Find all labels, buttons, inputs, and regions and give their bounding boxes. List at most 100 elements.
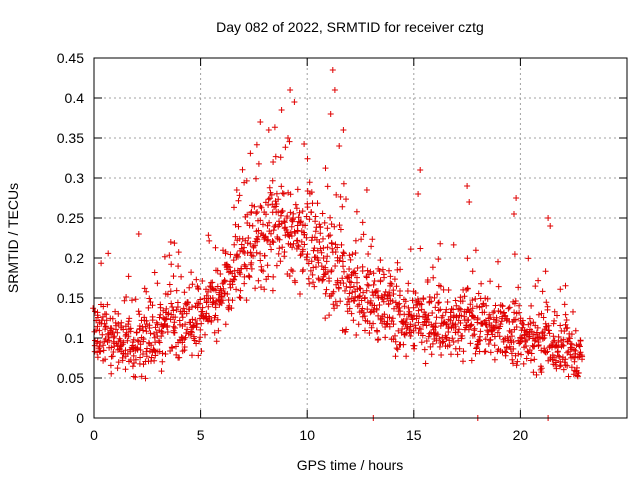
data-point xyxy=(407,323,414,330)
data-point xyxy=(437,306,444,313)
data-point xyxy=(189,316,196,323)
data-point xyxy=(360,289,367,296)
data-point xyxy=(487,337,493,344)
data-point xyxy=(556,353,563,360)
data-point xyxy=(118,319,125,326)
data-point xyxy=(212,312,219,319)
data-point xyxy=(311,283,318,290)
y-tick-label: 0.25 xyxy=(57,210,84,226)
data-point xyxy=(564,324,571,331)
data-point xyxy=(370,320,377,327)
data-point xyxy=(551,354,558,361)
data-point xyxy=(241,280,248,287)
data-point xyxy=(135,231,142,237)
data-point xyxy=(129,363,136,370)
data-point xyxy=(359,263,366,270)
data-point xyxy=(291,277,298,284)
data-point xyxy=(270,227,277,234)
data-point xyxy=(436,299,442,306)
data-point xyxy=(301,141,308,147)
data-point xyxy=(450,241,457,248)
data-point xyxy=(183,330,190,336)
data-point xyxy=(294,237,301,244)
data-point xyxy=(348,279,355,286)
data-point xyxy=(455,337,462,344)
data-point xyxy=(445,287,452,293)
data-point xyxy=(269,177,276,184)
data-point xyxy=(100,347,107,354)
data-point xyxy=(361,295,368,302)
data-point xyxy=(354,274,360,281)
data-point xyxy=(297,219,304,226)
data-point xyxy=(171,319,178,326)
data-point xyxy=(340,249,347,256)
data-point xyxy=(571,358,578,365)
y-tick-label: 0.4 xyxy=(65,90,85,106)
data-point xyxy=(345,274,352,281)
data-point xyxy=(429,310,436,316)
data-point xyxy=(198,348,205,355)
data-point xyxy=(366,271,372,278)
data-point xyxy=(170,323,177,330)
data-point xyxy=(248,265,255,272)
data-point xyxy=(393,283,400,290)
data-point xyxy=(233,252,240,259)
data-point xyxy=(476,336,482,343)
data-point xyxy=(506,327,513,334)
data-point xyxy=(400,341,407,348)
data-point xyxy=(284,213,291,220)
data-point xyxy=(367,268,374,275)
data-point xyxy=(278,107,285,113)
data-point xyxy=(511,251,518,258)
data-point xyxy=(229,281,236,288)
data-point xyxy=(303,234,310,241)
data-point xyxy=(468,321,475,328)
data-point xyxy=(169,304,176,310)
data-point xyxy=(368,243,375,250)
y-tick-label: 0.45 xyxy=(57,50,84,66)
data-point xyxy=(297,291,303,297)
data-point xyxy=(287,209,294,216)
data-point xyxy=(324,253,331,260)
data-point xyxy=(241,244,247,251)
data-point xyxy=(310,279,316,286)
data-point xyxy=(328,240,335,247)
data-point xyxy=(551,308,558,315)
data-point xyxy=(553,365,560,372)
tick-labels: 0 0.05 0.1 0.15 0.2 0.25 0.3 0.35 0.4 0.45 0 5 10 15 2… xyxy=(57,50,529,443)
data-point xyxy=(257,250,264,257)
data-point xyxy=(526,315,533,322)
data-point xyxy=(324,183,331,190)
data-point xyxy=(482,348,489,355)
data-point xyxy=(528,350,535,357)
data-point xyxy=(258,204,265,211)
data-point xyxy=(340,127,347,133)
data-point xyxy=(115,310,122,317)
data-point xyxy=(386,267,392,274)
data-point xyxy=(465,317,472,323)
data-point xyxy=(444,299,451,305)
data-point xyxy=(439,312,446,319)
data-point xyxy=(302,222,309,229)
data-point xyxy=(235,197,242,204)
data-point xyxy=(456,326,462,333)
data-point xyxy=(418,339,425,346)
data-point xyxy=(307,267,314,274)
data-point xyxy=(255,233,262,240)
data-point xyxy=(551,317,558,324)
data-point xyxy=(187,332,194,338)
x-tick-label: 0 xyxy=(90,427,98,443)
data-point xyxy=(119,357,126,364)
data-point xyxy=(433,314,440,321)
data-point xyxy=(239,166,246,173)
data-point xyxy=(471,314,478,321)
data-point xyxy=(169,345,176,351)
data-point xyxy=(395,327,402,334)
chart-title: Day 082 of 2022, SRMTID for receiver czt… xyxy=(216,19,484,35)
data-point xyxy=(235,223,242,230)
data-point xyxy=(452,297,459,304)
data-point xyxy=(496,333,503,340)
data-point xyxy=(452,321,459,328)
data-point xyxy=(334,302,341,309)
data-point xyxy=(370,281,377,288)
